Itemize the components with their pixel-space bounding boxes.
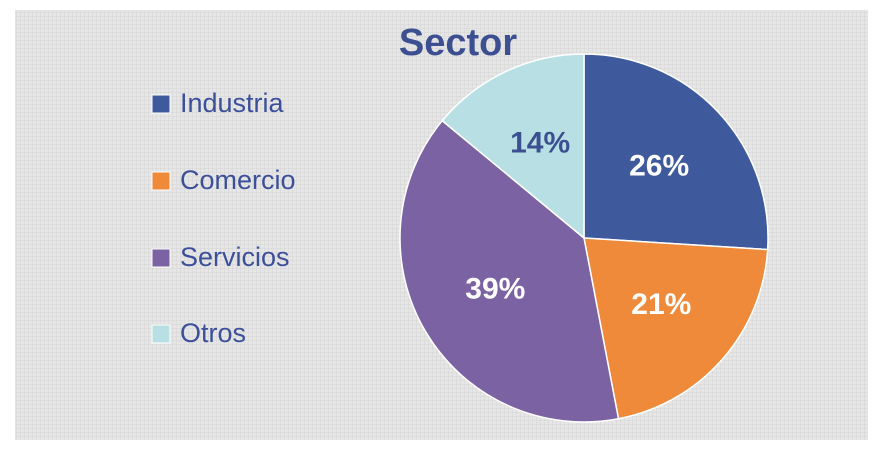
data-label: 39% bbox=[465, 272, 525, 305]
legend-swatch bbox=[151, 94, 171, 114]
legend-label: Industria bbox=[180, 88, 285, 118]
pie-slice bbox=[399, 119, 620, 423]
data-label: 26% bbox=[629, 149, 689, 182]
data-label: 14% bbox=[510, 127, 570, 160]
legend-swatch bbox=[151, 248, 171, 268]
legend-swatch bbox=[151, 171, 171, 191]
legend-label: Otros bbox=[180, 318, 246, 348]
legend-swatch bbox=[151, 324, 171, 344]
pie-slice bbox=[441, 53, 585, 240]
data-label: 21% bbox=[631, 288, 691, 321]
pie-slice bbox=[583, 53, 769, 251]
chart-title: Sector bbox=[399, 22, 517, 64]
pie-slice bbox=[583, 237, 769, 420]
legend-label: Comercio bbox=[180, 165, 296, 195]
legend-label: Servicios bbox=[180, 242, 290, 272]
